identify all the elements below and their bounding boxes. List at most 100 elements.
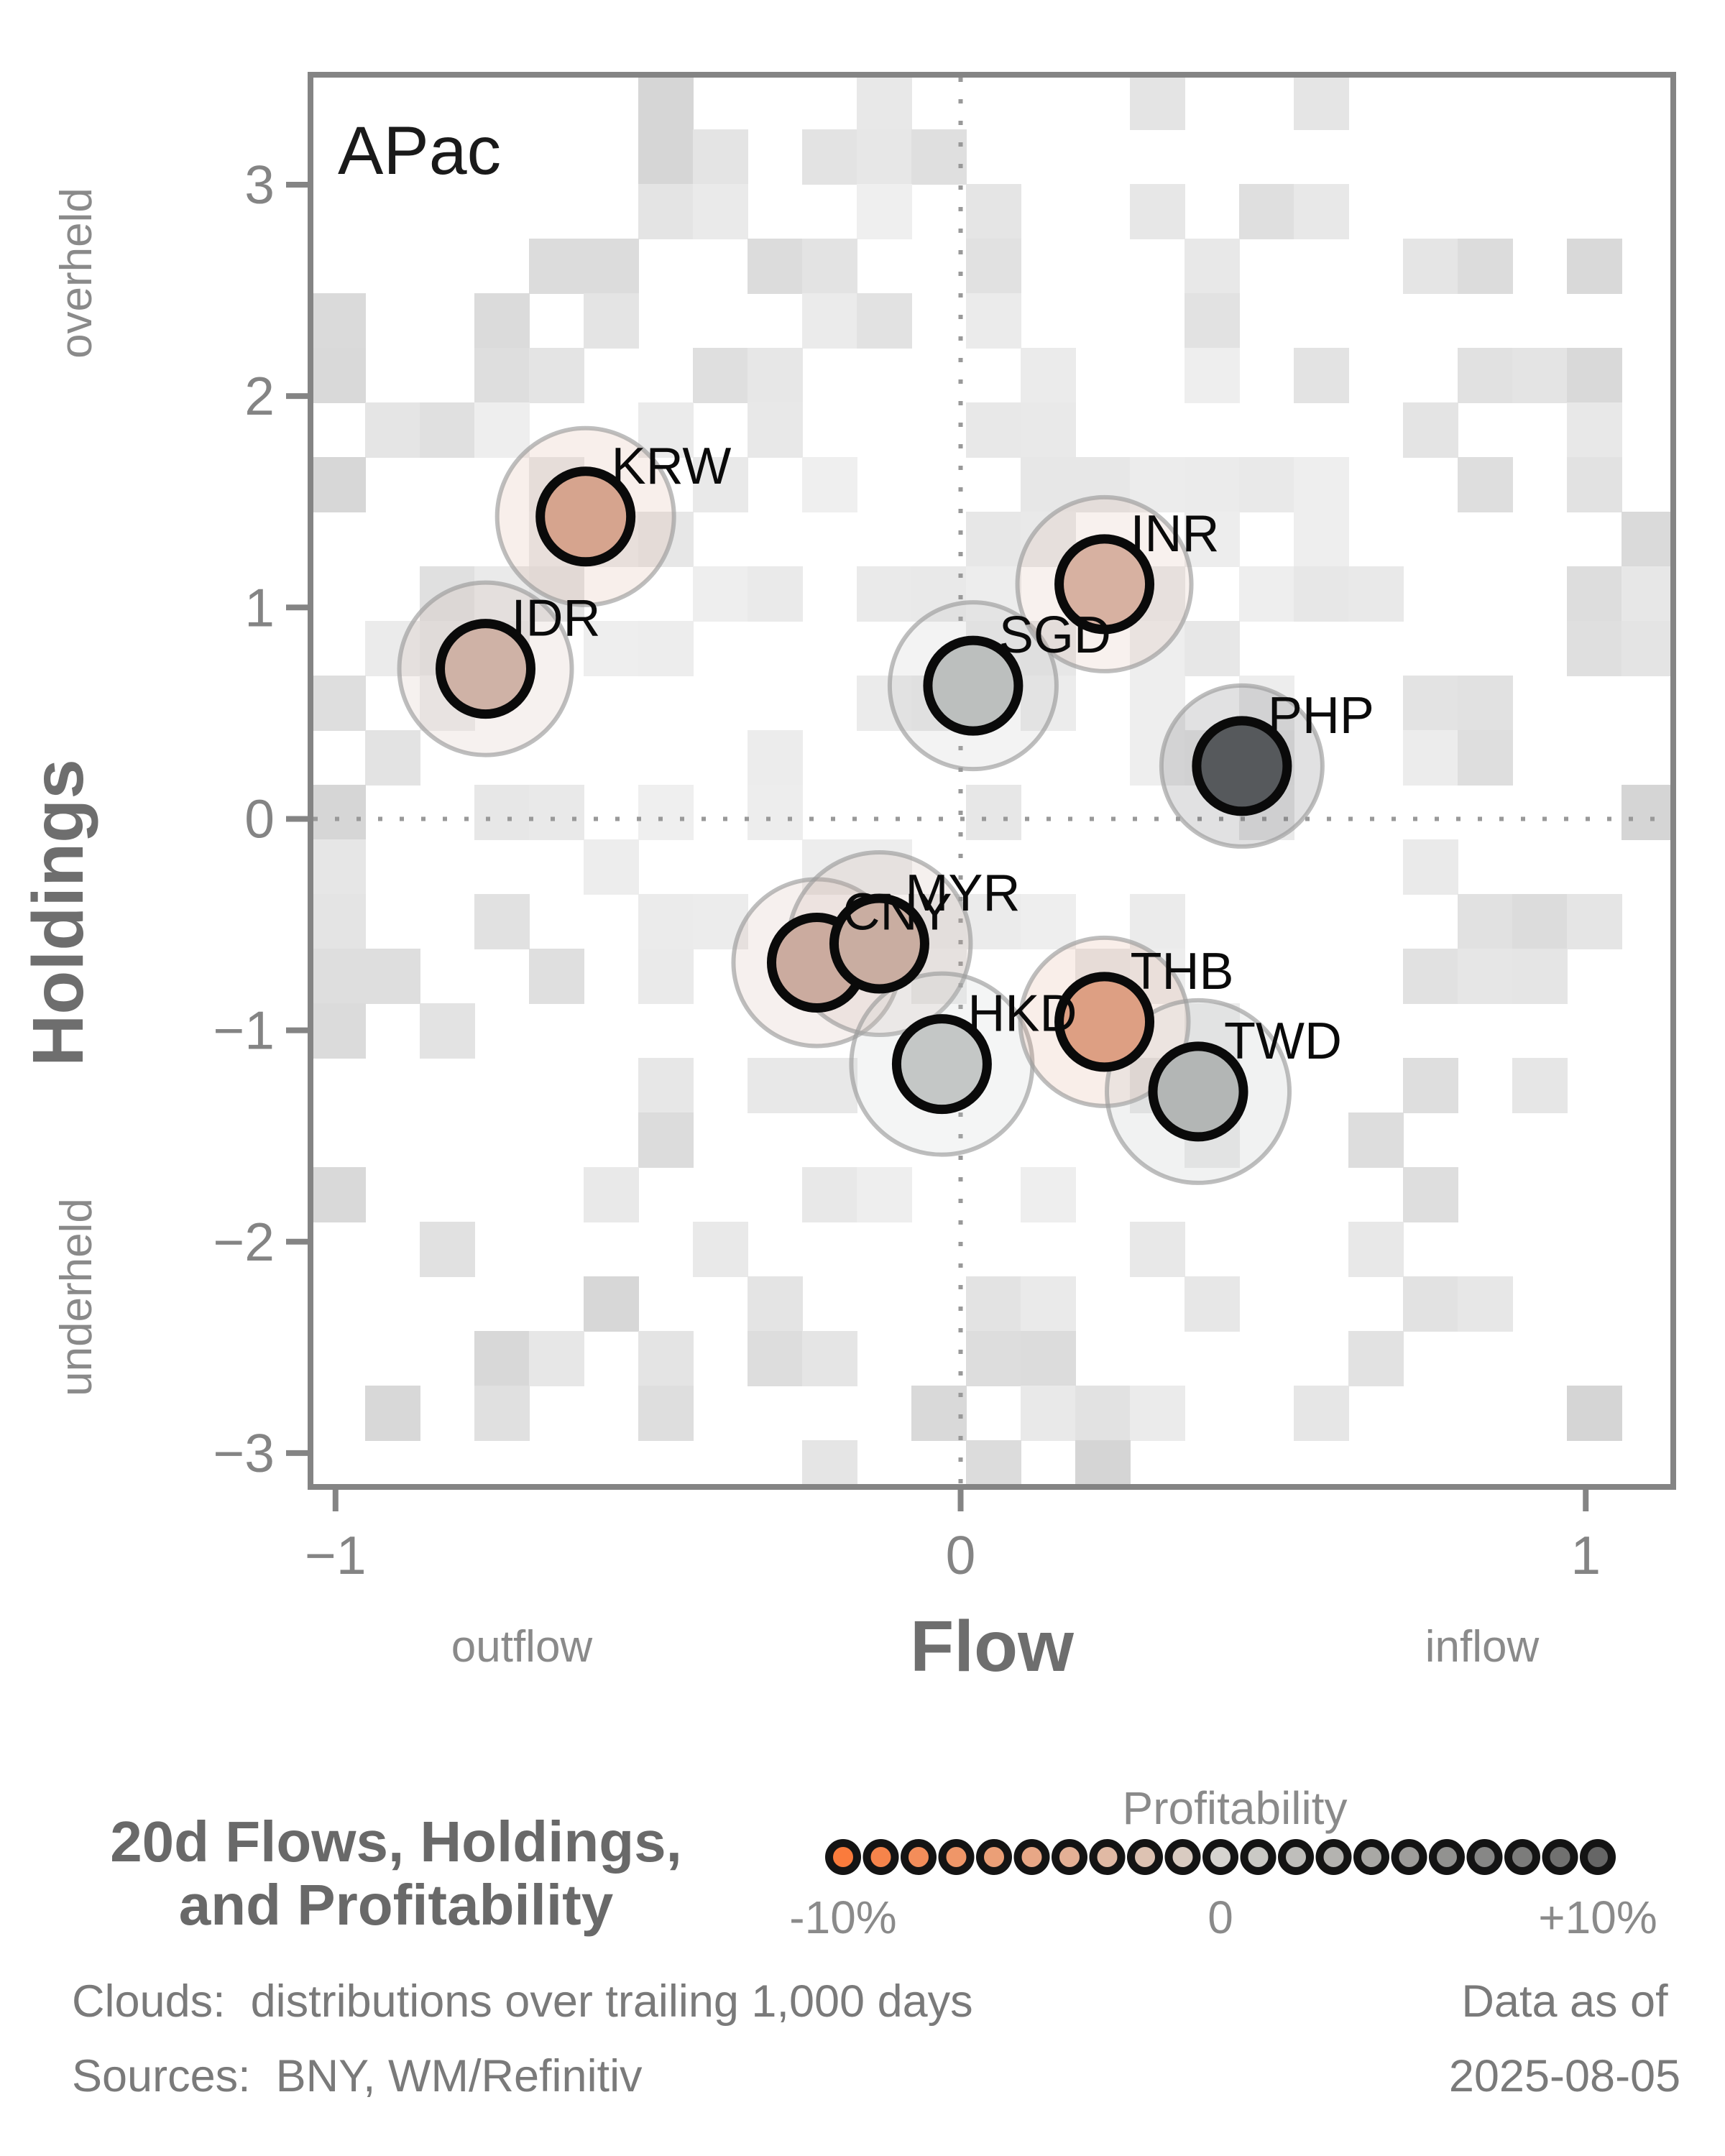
chart-title-line2: and Profitability (179, 1873, 614, 1937)
cloud-cell (693, 457, 748, 512)
y-tick-label-3: 3 (244, 155, 275, 215)
cloud-cell (1348, 566, 1404, 622)
cloud-cell (1567, 894, 1622, 949)
cloud-cell (1458, 730, 1513, 786)
cloud-cell (1184, 512, 1240, 567)
cloud-cell (1403, 949, 1458, 1004)
marker-label-INR: INR (1131, 505, 1220, 563)
cloud-cell (584, 239, 639, 294)
cloud-cell (1184, 1276, 1240, 1332)
legend-colorbar (825, 1839, 1616, 1875)
cloud-cell (1021, 1167, 1076, 1222)
marker-MYR (829, 893, 929, 994)
cloud-cell (1239, 184, 1294, 239)
cloud-cell (1567, 348, 1622, 403)
cloud-cell (1294, 1386, 1349, 1441)
cloud-cell (1458, 949, 1513, 1004)
cloud-cell (748, 1058, 803, 1113)
cloud-cell (1021, 1386, 1076, 1441)
marker-label-THB: THB (1131, 943, 1234, 1000)
legend-swatch-14 (1353, 1839, 1389, 1875)
cloud-cell (584, 1276, 639, 1332)
cloud-cell (857, 839, 912, 895)
y-tick-label--1: −1 (213, 1000, 275, 1061)
cloud-cell (748, 785, 803, 840)
cloud-cell (310, 949, 366, 1004)
cloud-cell (638, 949, 694, 1004)
legend-swatch-8 (1127, 1839, 1163, 1875)
y-axis-hint-overheld: overheld (52, 188, 101, 359)
marker-INR (1054, 534, 1155, 635)
cloud-cell (1512, 1058, 1568, 1113)
cloud-cell (966, 1440, 1021, 1487)
cloud-cell (1184, 621, 1240, 676)
cloud-cell (1294, 512, 1349, 567)
legend-max-label: +10% (1538, 1892, 1657, 1943)
cloud-cell (1512, 949, 1568, 1004)
legend-swatch-2 (901, 1839, 937, 1875)
cloud-cell (1294, 566, 1349, 622)
marker-IDR (436, 619, 536, 719)
legend-min-label: -10% (789, 1892, 896, 1943)
x-axis-hint-inflow: inflow (1425, 1622, 1540, 1672)
cloud-cell (365, 949, 420, 1004)
legend-swatch-9 (1164, 1839, 1201, 1875)
cloud-cell (966, 402, 1021, 458)
cloud-cell (1021, 894, 1076, 949)
cloud-cell (1403, 1058, 1458, 1113)
y-tick-label-0: 0 (244, 788, 275, 849)
cloud-cell (693, 348, 748, 403)
cloud-cell (474, 1331, 530, 1386)
cloud-cell (1075, 1386, 1131, 1441)
legend-mid-label: 0 (1208, 1892, 1233, 1943)
cloud-cell (966, 785, 1021, 840)
cloud-cell (857, 293, 912, 349)
y-tick-label--3: −3 (213, 1423, 275, 1483)
cloud-cell (420, 402, 475, 458)
cloud-cell (1567, 457, 1622, 512)
cloud-cell (1021, 348, 1076, 403)
cloud-cell (802, 239, 857, 294)
y-axis-hint-underheld: underheld (52, 1198, 101, 1396)
cloud-cell (365, 1386, 420, 1441)
cloud-cell (584, 293, 639, 349)
cloud-cell (1403, 402, 1458, 458)
cloud-cell (966, 184, 1021, 239)
cloud-cell (966, 1276, 1021, 1332)
cloud-cell (365, 402, 420, 458)
cloud-cell (748, 348, 803, 403)
x-tick-label-0: 0 (946, 1525, 976, 1585)
cloud-cell (1021, 1331, 1076, 1386)
cloud-cell (802, 457, 857, 512)
cloud-cell (966, 1331, 1021, 1386)
cloud-cell (1403, 839, 1458, 895)
cloud-cell (474, 894, 530, 949)
chart-title-line1: 20d Flows, Holdings, (110, 1810, 682, 1874)
density-cloud (310, 75, 1673, 1487)
cloud-cell (857, 676, 912, 731)
cloud-cell (1403, 676, 1458, 731)
cloud-cell (584, 1167, 639, 1222)
plot-border (308, 72, 1676, 1490)
cloud-cell (1130, 75, 1185, 130)
cloud-cell (1021, 1276, 1076, 1332)
cloud-cell (1458, 894, 1513, 949)
marker-label-PHP: PHP (1268, 687, 1374, 745)
cloud-cell (474, 402, 530, 458)
data-as-of-label: Data as of (1461, 1976, 1668, 2027)
cloud-cell (310, 839, 366, 895)
legend-swatch-17 (1466, 1839, 1503, 1875)
cloud-cell (474, 1386, 530, 1441)
cloud-cell (474, 348, 530, 403)
cloud-cell (1130, 184, 1185, 239)
cloud-cell (365, 730, 420, 786)
cloud-cell (1184, 293, 1240, 349)
cloud-cell (1458, 676, 1513, 731)
cloud-cell (1567, 621, 1622, 676)
legend-swatch-5 (1013, 1839, 1050, 1875)
cloud-cell (1512, 894, 1568, 949)
cloud-cell (529, 239, 584, 294)
cloud-cell (1622, 621, 1673, 676)
